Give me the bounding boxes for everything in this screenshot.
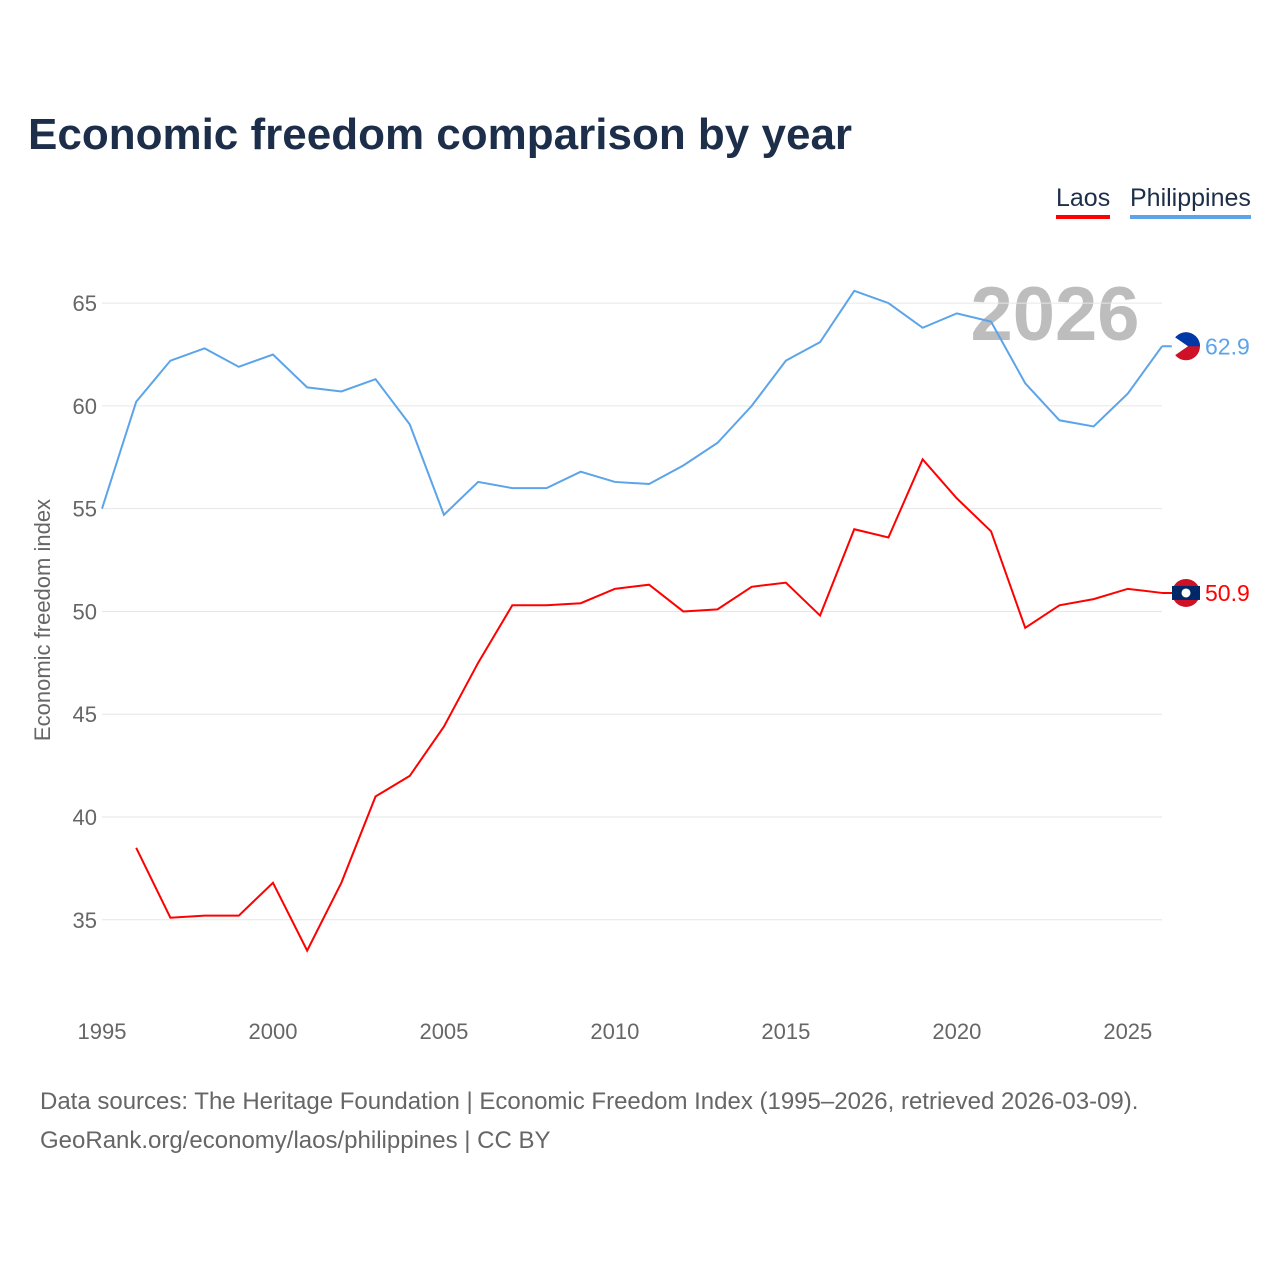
- y-tick-label: 40: [73, 805, 97, 830]
- end-value-label: 50.9: [1205, 580, 1250, 606]
- chart-title: Economic freedom comparison by year: [28, 110, 853, 159]
- laos-flag-moon: [1181, 588, 1191, 598]
- series-line-laos: [135, 457, 1163, 953]
- footer-link[interactable]: GeoRank.org/economy/laos/philippines | C…: [40, 1127, 551, 1154]
- y-tick-label: 50: [73, 599, 97, 624]
- y-tick-label: 35: [73, 908, 97, 933]
- end-value-label: 62.9: [1205, 333, 1250, 359]
- y-axis-label: Economic freedom index: [30, 499, 55, 741]
- x-tick-label: 2020: [932, 1019, 981, 1044]
- y-tick-label: 60: [73, 394, 97, 419]
- y-tick-label: 65: [73, 291, 97, 316]
- footer-sources: Data sources: The Heritage Foundation | …: [40, 1088, 1139, 1115]
- series-line-philippines: [101, 289, 1163, 517]
- x-tick-label: 2005: [419, 1019, 468, 1044]
- y-tick-label: 55: [73, 497, 97, 522]
- x-tick-label: 1995: [78, 1019, 127, 1044]
- x-tick-label: 2010: [590, 1019, 639, 1044]
- legend-philippines[interactable]: Philippines: [1130, 184, 1251, 219]
- x-tick-label: 2000: [248, 1019, 297, 1044]
- year-watermark: 2026: [970, 272, 1139, 357]
- x-tick-label: 2025: [1103, 1019, 1152, 1044]
- x-tick-label: 2015: [761, 1019, 810, 1044]
- philippines-flag-triangle: [1171, 337, 1188, 356]
- legend-laos[interactable]: Laos: [1056, 184, 1111, 219]
- y-tick-label: 45: [73, 702, 97, 727]
